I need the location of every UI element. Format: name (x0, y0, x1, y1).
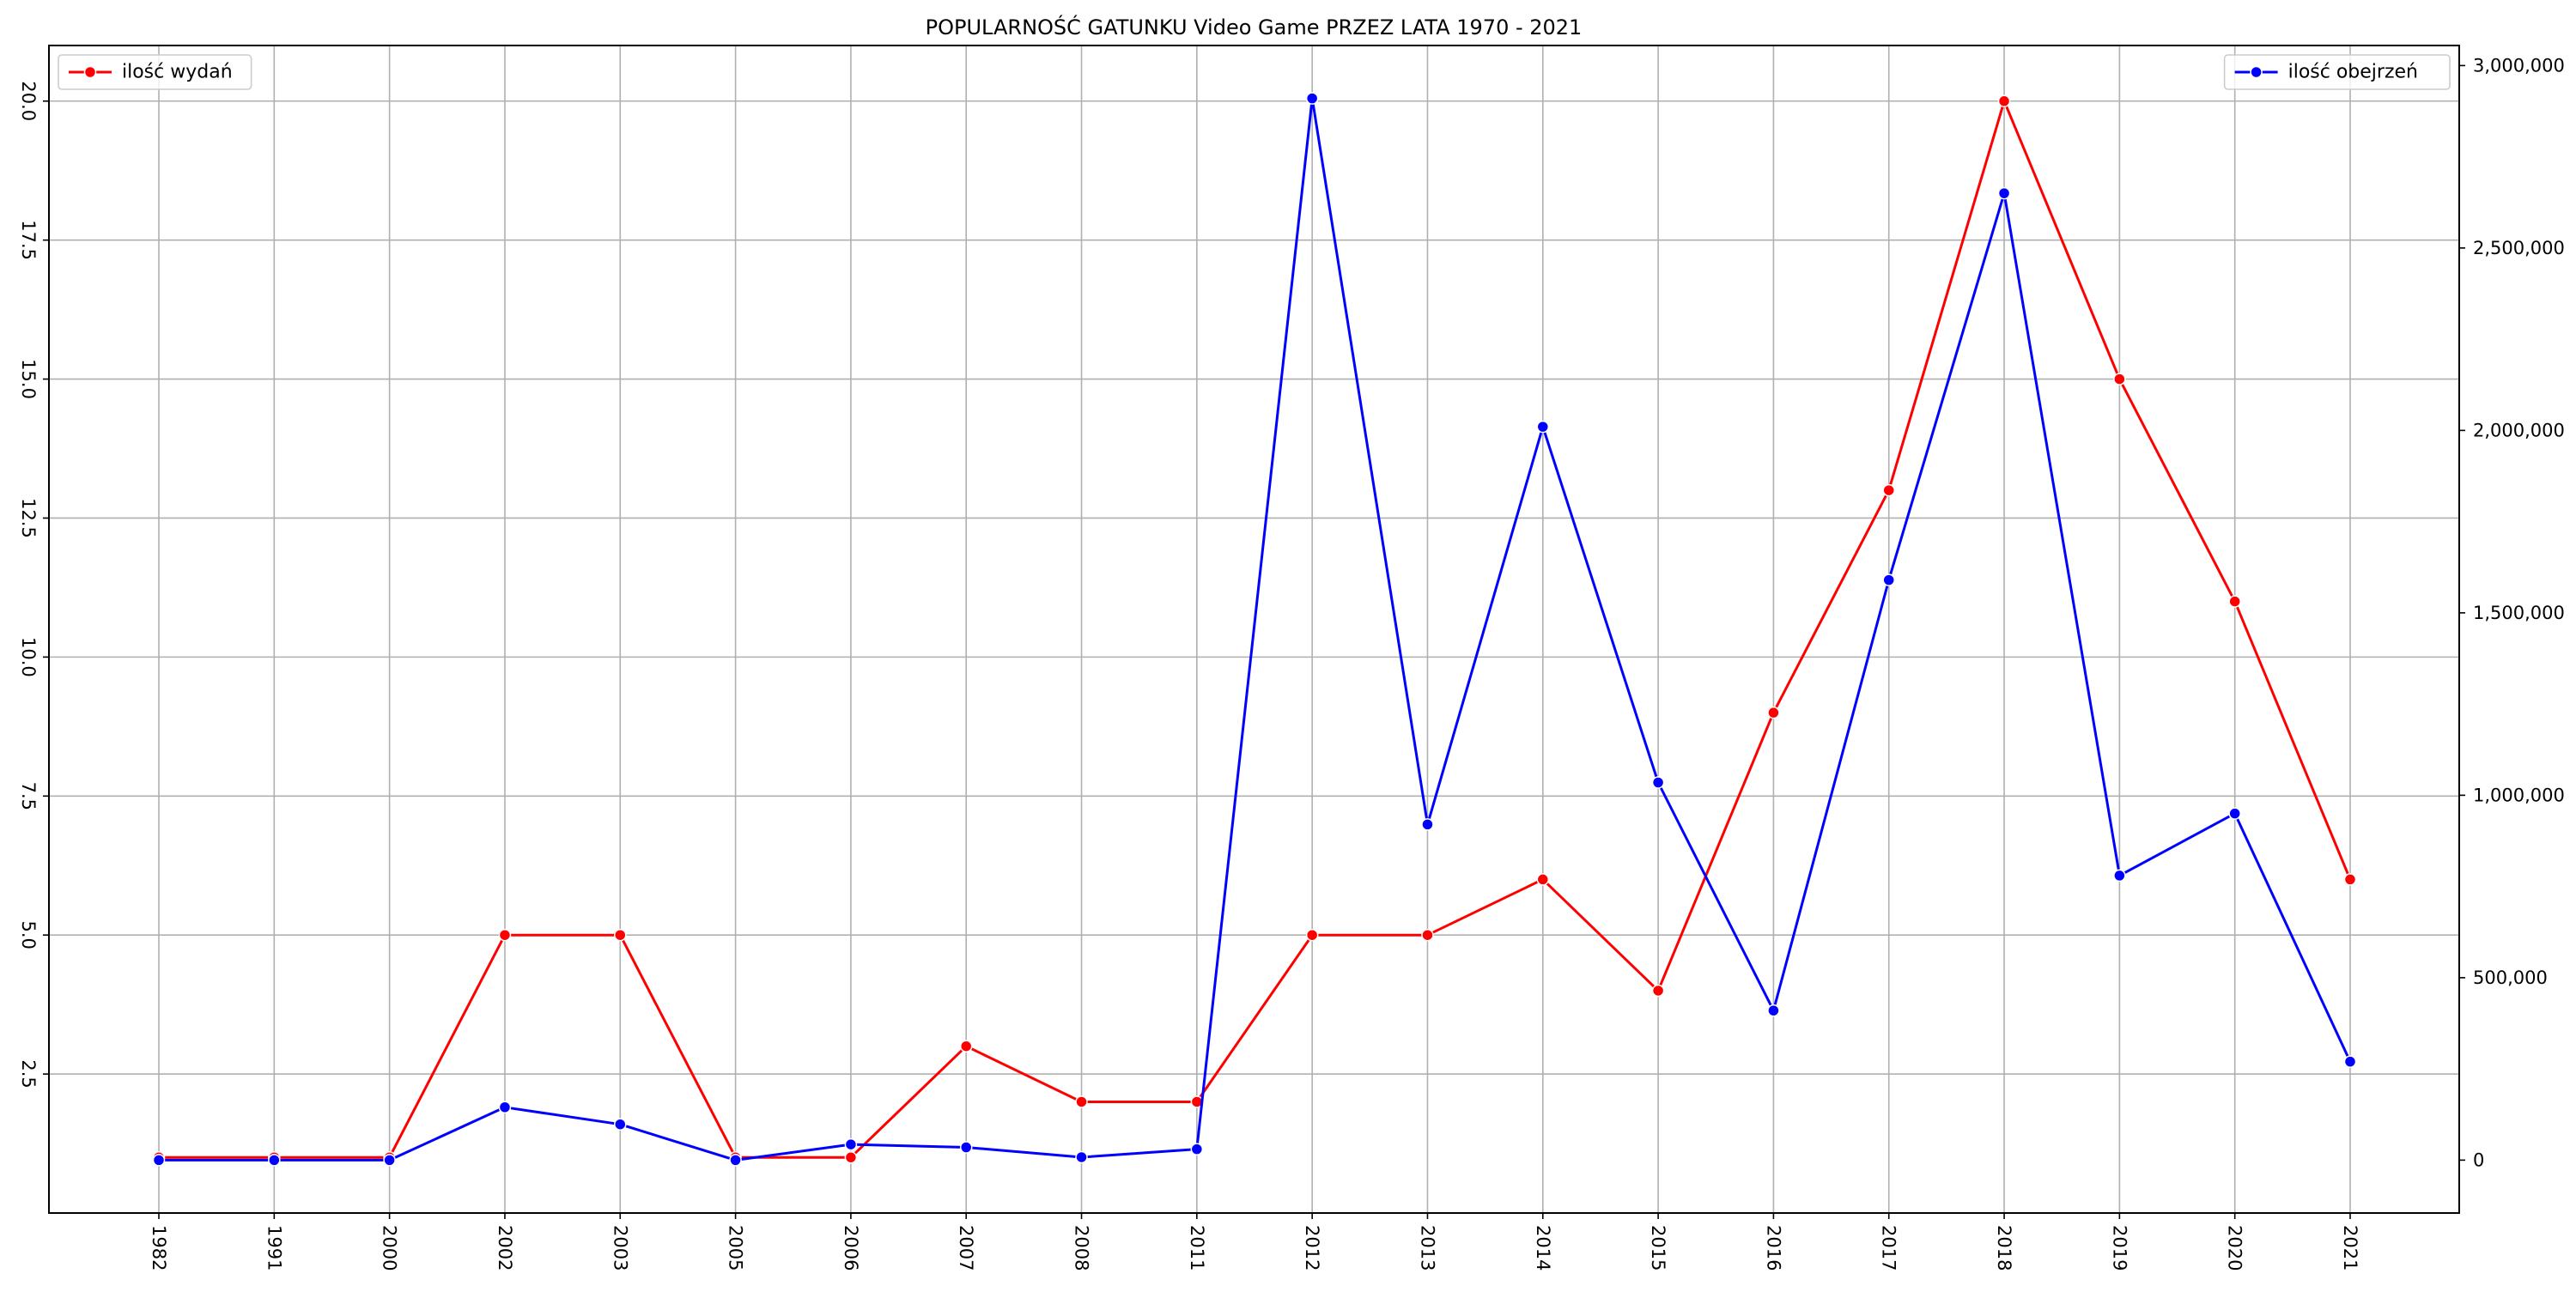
data-point-ilosc-obejrzen (844, 1137, 858, 1151)
data-point-ilosc-wydan (2228, 595, 2241, 608)
y-tick-label: 12.5 (18, 498, 39, 538)
grid-layer (49, 45, 2459, 1213)
data-point-ilosc-wydan (1767, 706, 1780, 719)
chart-title: POPULARNOŚĆ GATUNKU Video Game PRZEZ LAT… (926, 14, 1583, 39)
y2-tick-label: 1,000,000 (2473, 785, 2565, 805)
y-tick-label: 7.5 (18, 782, 39, 810)
data-point-ilosc-wydan (614, 928, 627, 942)
x-tick-label: 2002 (495, 1225, 515, 1271)
series-line-ilosc-obejrzen (159, 97, 2352, 1162)
x-tick-label: 2006 (841, 1225, 861, 1271)
legend-label: ilość wydań (122, 62, 233, 83)
data-point-ilosc-obejrzen (1536, 420, 1550, 434)
y2-tick-label: 2,000,000 (2473, 420, 2565, 440)
legend-ilosc-wydan: ilość wydań (58, 54, 252, 90)
legend-layer: ilość wydań ilość obejrzeń (58, 54, 2451, 90)
y2-tick-label: 1,500,000 (2473, 603, 2565, 623)
x-tick-label: 2003 (610, 1225, 630, 1271)
data-point-ilosc-wydan (1075, 1095, 1088, 1108)
data-point-ilosc-obejrzen (1767, 1004, 1780, 1017)
x-tick-label: 2014 (1533, 1225, 1553, 1271)
x-tick-label: 2000 (380, 1225, 400, 1271)
x-tick-label: 2012 (1302, 1225, 1322, 1271)
data-point-ilosc-obejrzen (1421, 818, 1434, 831)
data-point-ilosc-wydan (959, 1040, 973, 1052)
data-point-ilosc-obejrzen (268, 1154, 281, 1167)
y2-tick-label: 3,000,000 (2473, 55, 2565, 76)
x-tick-label: 2016 (1763, 1225, 1783, 1271)
data-point-ilosc-obejrzen (1997, 186, 2011, 200)
x-tick-label: 1991 (264, 1225, 284, 1271)
data-point-ilosc-wydan (1536, 873, 1550, 886)
x-tick-label: 2018 (1994, 1225, 2014, 1271)
plot-frame (48, 45, 2460, 1214)
data-point-ilosc-wydan (1651, 984, 1665, 998)
data-point-ilosc-obejrzen (498, 1101, 512, 1113)
legend-label: ilość obejrzeń (2288, 62, 2418, 83)
data-point-ilosc-obejrzen (152, 1154, 166, 1167)
x-tick-label: 2015 (1648, 1225, 1668, 1271)
data-point-ilosc-obejrzen (1305, 92, 1319, 105)
data-point-ilosc-wydan (1421, 928, 1434, 942)
y-tick-label: 10.0 (18, 637, 39, 677)
data-point-ilosc-obejrzen (1651, 776, 1665, 789)
y2-tick-label: 2,500,000 (2473, 238, 2565, 258)
data-point-ilosc-wydan (2343, 873, 2357, 886)
y-tick-label: 2.5 (18, 1059, 39, 1088)
legend-box (2223, 54, 2451, 90)
x-tick-label: 2008 (1072, 1225, 1092, 1271)
data-point-ilosc-obejrzen (2228, 807, 2241, 820)
y-tick-label: 20.0 (18, 81, 39, 121)
series-line-ilosc-wydan (159, 100, 2352, 1159)
x-tick-label: 2011 (1187, 1225, 1207, 1271)
data-point-ilosc-wydan (1305, 928, 1319, 942)
x-tick-label: 2017 (1879, 1225, 1899, 1271)
x-tick-label: 2020 (2225, 1225, 2245, 1271)
x-tick-label: 1982 (149, 1225, 169, 1271)
data-point-ilosc-obejrzen (383, 1154, 396, 1167)
data-point-ilosc-obejrzen (959, 1141, 973, 1154)
legend-marker (83, 65, 97, 79)
data-point-ilosc-wydan (1997, 94, 2011, 108)
data-point-ilosc-obejrzen (614, 1118, 627, 1131)
axis-layer: 1982 1991 2000 2002 2003 2005 2006 2007 2008 2011… (18, 55, 2565, 1271)
data-point-ilosc-wydan (1882, 483, 1895, 497)
data-point-ilosc-obejrzen (1075, 1150, 1088, 1164)
data-point-ilosc-wydan (498, 928, 512, 942)
legend-marker (2250, 65, 2263, 79)
data-point-ilosc-wydan (844, 1150, 858, 1164)
series-layer (152, 92, 2357, 1167)
x-tick-label: 2007 (956, 1225, 976, 1271)
data-point-ilosc-wydan (2113, 373, 2126, 385)
y2-tick-label: 500,000 (2473, 967, 2548, 988)
legend-box (58, 54, 252, 90)
x-tick-label: 2005 (726, 1225, 746, 1271)
x-tick-label: 2013 (1417, 1225, 1437, 1271)
y-tick-label: 17.5 (18, 220, 39, 260)
data-point-ilosc-obejrzen (2343, 1055, 2357, 1068)
data-point-ilosc-obejrzen (1882, 573, 1895, 586)
data-point-ilosc-obejrzen (2113, 869, 2126, 883)
y-tick-label: 15.0 (18, 359, 39, 399)
x-tick-label: 2019 (2109, 1225, 2129, 1271)
y2-tick-label: 0 (2473, 1149, 2484, 1170)
data-point-ilosc-obejrzen (1190, 1143, 1204, 1156)
data-point-ilosc-obejrzen (729, 1154, 742, 1167)
legend-ilosc-obejrzen: ilość obejrzeń (2223, 54, 2451, 90)
y-tick-label: 5.0 (18, 920, 39, 949)
x-tick-label: 2021 (2340, 1225, 2360, 1271)
